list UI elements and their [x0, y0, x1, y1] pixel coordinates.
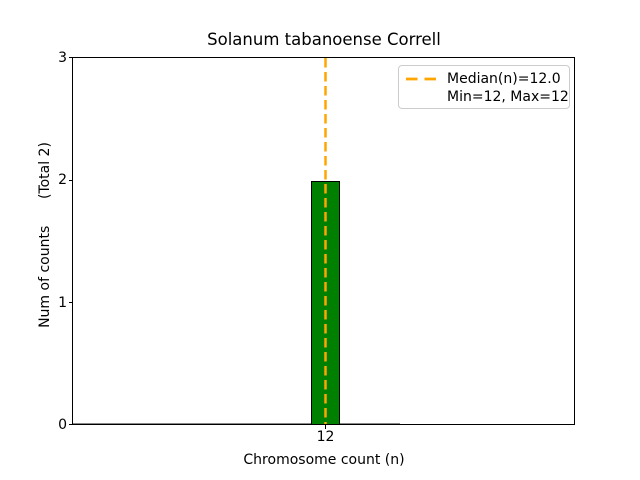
x-tick-mark-12: [325, 425, 326, 429]
y-tick-mark-0: [69, 424, 73, 425]
y-tick-label-1: 1: [58, 295, 67, 311]
legend: Median(n)=12.0 Min=12, Max=12: [398, 65, 570, 109]
x-tick-label-12: 12: [316, 429, 335, 445]
y-tick-mark-1: [69, 302, 73, 303]
chart-title: Solanum tabanoense Correll: [207, 30, 441, 49]
y-tick-mark-3: [69, 57, 73, 58]
legend-minmax-label: Min=12, Max=12: [447, 89, 569, 105]
y-axis-label: Num of counts (Total 2): [37, 142, 53, 328]
plot-area: [72, 57, 575, 425]
y-tick-label-3: 3: [58, 50, 67, 66]
x-axis-label: Chromosome count (n): [243, 452, 405, 468]
y-tick-mark-2: [69, 180, 73, 181]
median-dashed-line-icon: [406, 77, 438, 81]
legend-row-median: Median(n)=12.0: [406, 70, 562, 88]
legend-row-minmax: Min=12, Max=12: [406, 88, 569, 106]
y-tick-label-0: 0: [58, 417, 67, 433]
y-tick-label-2: 2: [58, 172, 67, 188]
median-line: [324, 58, 327, 424]
legend-median-label: Median(n)=12.0: [447, 71, 561, 87]
zero-height-bins-baseline: [73, 423, 400, 424]
